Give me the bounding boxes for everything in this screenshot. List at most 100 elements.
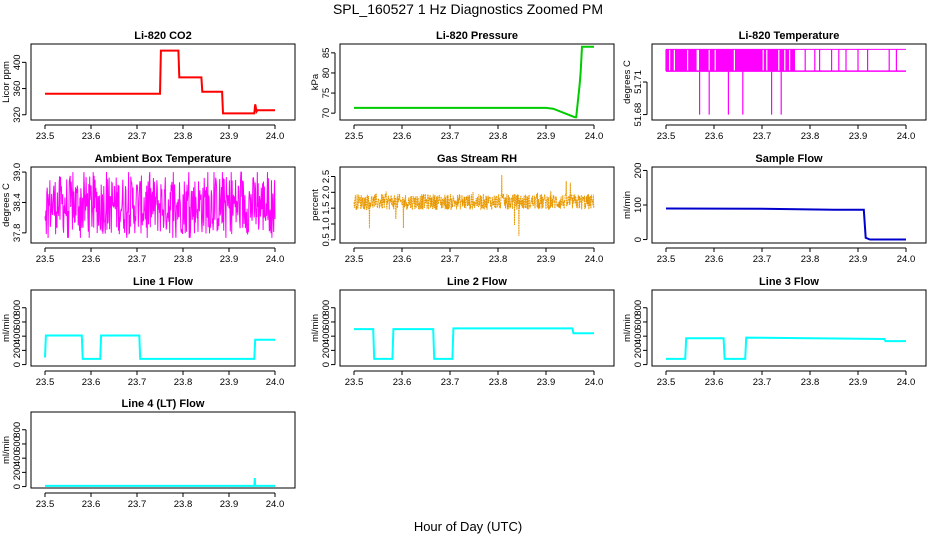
y-tick-label: 600 [633, 314, 644, 330]
series-pressure [354, 45, 594, 119]
series-temperature [665, 48, 906, 115]
x-tick-label: 23.7 [128, 499, 147, 510]
y-tick-label: 0.5 [321, 233, 332, 246]
x-tick-label: 23.8 [801, 254, 820, 265]
y-axis-label: Licor ppm [1, 61, 12, 103]
series-noise [44, 171, 276, 238]
panel-title: Li-820 Temperature [739, 30, 840, 42]
y-tick-label: 80 [321, 68, 332, 79]
panel-frame [339, 166, 615, 244]
panel-title: Line 1 Flow [133, 276, 193, 288]
x-tick-label: 23.7 [441, 377, 460, 388]
panel-frame [30, 166, 296, 244]
y-tick-label: 0 [12, 362, 23, 367]
x-tick-label: 23.5 [36, 377, 55, 388]
x-tick-label: 24.0 [266, 377, 285, 388]
y-tick-label: 400 [321, 328, 332, 344]
series-noise-overlay [353, 174, 595, 236]
x-tick-label: 23.6 [705, 131, 724, 142]
panel-title: Li-820 CO2 [134, 30, 191, 42]
x-tick-label: 23.6 [82, 499, 101, 510]
panel-sample: Sample Flow 23.5 23.6 23.7 23.8 23.9 24.0 0 100 2… [622, 153, 927, 265]
y-axis-label: ml/min [1, 314, 12, 342]
series-line1 [44, 334, 275, 360]
series-line [665, 207, 906, 241]
panel-title: Ambient Box Temperature [95, 153, 232, 165]
panel-line2: Line 2 Flow 23.5 23.6 23.7 23.8 23.9 24.0 0 2004… [310, 276, 615, 388]
y-tick-label: 800 [12, 422, 23, 438]
x-tick-label: 24.0 [266, 499, 285, 510]
x-tick-label: 23.9 [537, 254, 556, 265]
y-tick-label: 320 [12, 107, 23, 123]
x-tick-label: 24.0 [897, 131, 916, 142]
y-axis-label: ml/min [622, 191, 633, 219]
x-tick-label: 23.9 [849, 131, 868, 142]
panel-frame [651, 43, 927, 121]
y-axis-label: degrees C [622, 60, 633, 104]
panel-ambient: Ambient Box Temperature 23.5 23.6 23.7 23.8 2… [1, 153, 296, 265]
x-tick-label: 23.6 [393, 254, 412, 265]
x-tick-label: 23.7 [441, 254, 460, 265]
y-tick-label: 0 [12, 484, 23, 489]
y-tick-label: 0 [321, 362, 332, 367]
series-line3 [666, 336, 906, 360]
x-tick-label: 23.6 [705, 254, 724, 265]
y-tick-label: 400 [12, 328, 23, 344]
panel-line4: Line 4 (LT) Flow 23.5 23.6 23.7 23.8 23.9 24.0… [1, 398, 296, 510]
y-tick-label: 1.0 [321, 217, 332, 230]
x-tick-label: 23.6 [82, 131, 101, 142]
y-axis-label: percent [310, 189, 321, 221]
panel-pressure: Li-820 Pressure 23.5 23.6 23.7 23.8 23.9 24.0 7… [310, 30, 615, 142]
panel-frame [651, 166, 927, 244]
x-tick-label: 23.5 [657, 377, 676, 388]
y-tick-label: 200 [12, 464, 23, 480]
y-tick-label: 37.8 [12, 224, 23, 243]
series-line [45, 478, 275, 487]
series-line [666, 336, 906, 360]
y-tick-label: 51.68 [633, 103, 644, 127]
panel-title: Line 2 Flow [447, 276, 507, 288]
y-tick-label: 600 [321, 314, 332, 330]
y-tick-label: 400 [633, 328, 644, 344]
y-tick-label: 400 [12, 450, 23, 466]
x-tick-label: 23.7 [128, 131, 147, 142]
x-tick-label: 23.8 [174, 131, 193, 142]
y-tick-label: 800 [633, 300, 644, 316]
y-tick-label: 1.5 [321, 202, 332, 215]
series-sample [665, 207, 906, 241]
series-line4 [45, 478, 275, 487]
y-tick-label: 38.4 [12, 193, 23, 212]
x-tick-label: 23.8 [801, 377, 820, 388]
y-axis-label: ml/min [622, 314, 633, 342]
series-line [354, 327, 594, 360]
panel-frame [339, 43, 615, 121]
figure-x-axis-label: Hour of Day (UTC) [414, 519, 522, 534]
x-tick-label: 24.0 [897, 377, 916, 388]
series-oscillation [665, 49, 897, 115]
x-tick-label: 23.8 [489, 254, 508, 265]
y-axis-label: ml/min [1, 436, 12, 464]
x-tick-label: 23.8 [489, 377, 508, 388]
y-tick-label: 600 [12, 436, 23, 452]
panel-title: Gas Stream RH [437, 153, 517, 165]
y-tick-label: 39.0 [12, 163, 23, 182]
panels-group: Li-820 CO2 23.5 23.6 23.7 23.8 23.9 24.0 320 360… [1, 30, 927, 510]
panel-temperature: Li-820 Temperature 23.5 23.6 23.7 23.8 23.9 24… [622, 30, 927, 142]
panel-line3: Line 3 Flow 23.5 23.6 23.7 23.8 23.9 24.0 0 2004… [622, 276, 927, 388]
figure-title: SPL_160527 1 Hz Diagnostics Zoomed PM [333, 1, 603, 17]
x-tick-label: 23.5 [36, 131, 55, 142]
y-tick-label: 200 [633, 163, 644, 179]
panel-frame [339, 289, 615, 367]
panel-title: Li-820 Pressure [436, 30, 518, 42]
panel-frame [30, 289, 296, 367]
x-tick-label: 23.9 [220, 254, 239, 265]
panel-frame [30, 43, 296, 121]
y-tick-label: 200 [321, 342, 332, 358]
series-ambient [44, 171, 276, 238]
x-tick-label: 24.0 [585, 254, 604, 265]
y-tick-label: 600 [12, 314, 23, 330]
series-rh [353, 174, 595, 236]
y-tick-label: 2.5 [321, 170, 332, 183]
x-tick-label: 23.6 [82, 377, 101, 388]
x-tick-label: 23.8 [801, 131, 820, 142]
